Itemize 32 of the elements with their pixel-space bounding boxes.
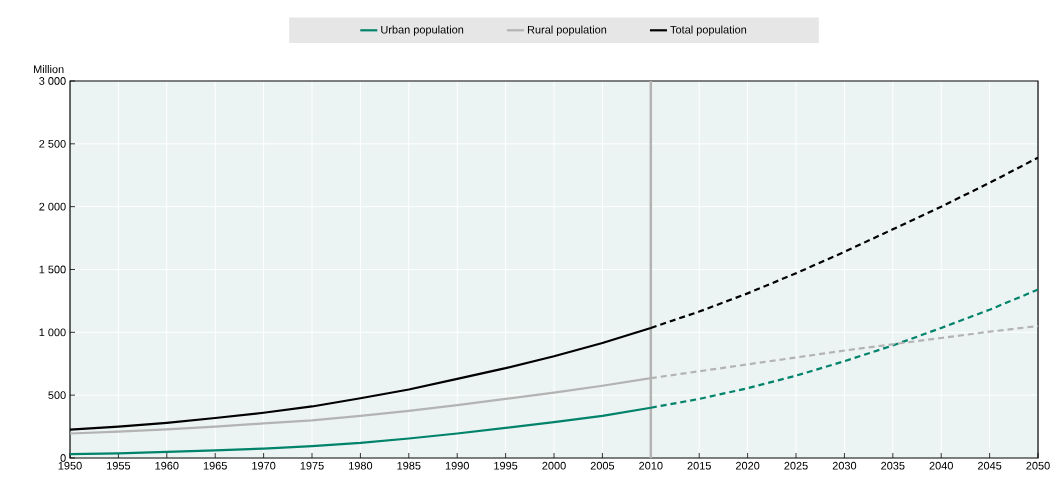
x-tick-label: 2010 — [639, 461, 663, 470]
x-tick-label: 1985 — [397, 461, 421, 470]
legend-label: Urban population — [381, 25, 464, 36]
x-tick-label: 2035 — [881, 461, 905, 470]
x-tick-label: 1955 — [107, 461, 131, 470]
x-tick-label: 2020 — [735, 461, 760, 470]
y-tick-label: 3 000 — [39, 77, 66, 85]
x-tick-label: 1990 — [445, 461, 469, 470]
x-tick-label: 1970 — [252, 461, 276, 470]
y-tick-label: 2 000 — [39, 202, 66, 211]
x-tick-label: 1975 — [300, 461, 324, 470]
x-tick-label: 2025 — [784, 461, 808, 470]
x-tick-label: 1950 — [58, 461, 82, 470]
y-tick-label: 1 000 — [39, 328, 66, 337]
x-tick-label: 2030 — [832, 461, 857, 470]
y-tick-label: 1 500 — [39, 265, 66, 274]
y-tick-label: 0 — [60, 454, 66, 462]
x-tick-label: 1995 — [494, 461, 518, 470]
x-tick-label: 2005 — [590, 461, 615, 470]
x-tick-label: 2045 — [977, 461, 1002, 470]
x-tick-label: 2000 — [542, 461, 566, 470]
y-tick-label: 500 — [48, 391, 66, 400]
x-tick-label: 1980 — [349, 461, 373, 470]
x-tick-label: 2015 — [687, 461, 711, 470]
x-tick-label: 1965 — [203, 461, 227, 470]
y-axis-title: Million — [34, 65, 64, 74]
legend-label: Total population — [670, 25, 747, 36]
y-tick-label: 2 500 — [39, 139, 66, 148]
legend-label: Rural population — [527, 25, 607, 36]
x-tick-label: 1960 — [155, 461, 179, 470]
x-tick-label: 2050 — [1026, 461, 1050, 470]
x-tick-label: 2040 — [929, 461, 953, 470]
